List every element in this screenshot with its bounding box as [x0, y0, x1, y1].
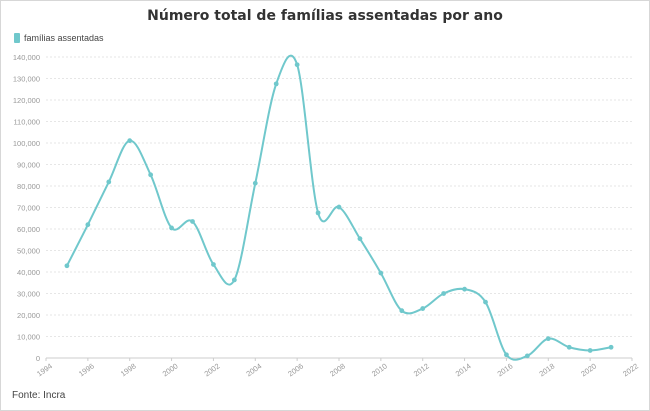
x-tick-label: 2022 [621, 361, 640, 378]
source-note: Fonte: Incra [12, 390, 66, 401]
data-point [420, 306, 426, 311]
x-tick-label: 2002 [203, 361, 222, 378]
data-point [483, 299, 488, 305]
data-point [169, 225, 174, 231]
data-point [336, 204, 342, 210]
y-tick-label: 80,000 [17, 182, 40, 191]
y-tick-label: 30,000 [17, 290, 40, 299]
x-tick-label: 2014 [454, 361, 473, 378]
y-tick-label: 100,000 [13, 139, 40, 148]
data-point [106, 179, 112, 185]
legend-label: famílias assentadas [24, 33, 104, 43]
y-tick-label: 0 [36, 354, 40, 363]
y-tick-label: 60,000 [17, 225, 40, 234]
data-point [273, 81, 279, 87]
x-tick-label: 2000 [161, 361, 180, 378]
x-tick-label: 1994 [35, 361, 54, 378]
y-tick-label: 40,000 [17, 268, 40, 277]
x-tick-label: 2018 [537, 361, 556, 378]
x-tick-label: 2012 [412, 361, 431, 378]
x-tick-label: 2020 [579, 361, 598, 378]
data-point [545, 336, 551, 342]
y-tick-label: 20,000 [17, 311, 40, 320]
data-point [64, 263, 70, 269]
y-tick-label: 130,000 [13, 75, 40, 84]
data-point [524, 353, 530, 359]
data-point [252, 180, 258, 186]
data-point [399, 308, 405, 314]
chart-legend[interactable]: famílias assentadas [14, 33, 104, 43]
chart-title: Número total de famílias assentadas por … [147, 8, 503, 24]
x-tick-label: 2016 [496, 361, 515, 378]
data-point [211, 262, 216, 267]
data-point [441, 291, 447, 296]
series-line [65, 54, 613, 361]
legend-swatch [14, 33, 20, 43]
data-point [294, 62, 300, 68]
data-point [504, 352, 509, 358]
y-tick-label: 10,000 [17, 333, 40, 342]
data-point [378, 270, 384, 276]
y-tick-label: 140,000 [13, 53, 40, 62]
data-point [148, 172, 154, 178]
y-tick-label: 50,000 [17, 247, 40, 256]
data-point [315, 210, 321, 216]
y-tick-label: 70,000 [17, 204, 40, 213]
y-tick-label: 110,000 [13, 118, 40, 127]
data-point [587, 348, 593, 353]
data-point [127, 138, 133, 144]
data-point [462, 286, 467, 292]
x-tick-label: 2008 [328, 361, 347, 378]
y-tick-label: 120,000 [13, 96, 40, 105]
data-point [190, 219, 195, 224]
x-tick-label: 2004 [244, 361, 263, 378]
data-point [231, 277, 237, 283]
x-tick-label: 1998 [119, 361, 138, 378]
data-point [608, 344, 614, 350]
data-point [85, 222, 91, 228]
data-point [357, 236, 363, 242]
x-tick-label: 1996 [77, 361, 96, 378]
x-tick-label: 2010 [370, 361, 389, 378]
y-tick-label: 90,000 [17, 161, 40, 170]
data-point [566, 344, 572, 350]
x-tick-label: 2006 [286, 361, 305, 378]
